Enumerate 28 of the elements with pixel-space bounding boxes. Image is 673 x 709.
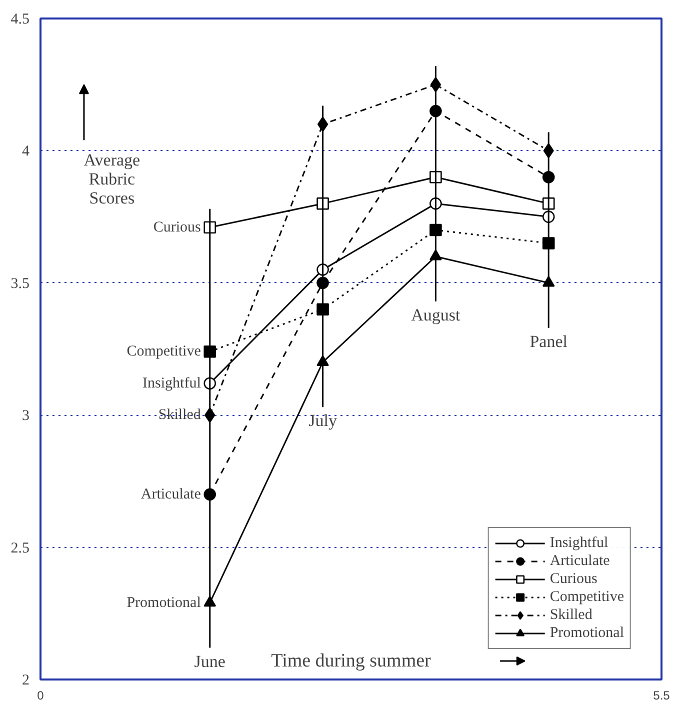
y-tick-label: 4: [22, 144, 30, 160]
x-tick-label: 5.5: [653, 688, 670, 702]
ref-line-label: June: [194, 652, 226, 671]
ref-line-label: Panel: [530, 332, 568, 351]
text: Articulate: [140, 486, 201, 502]
point: [316, 303, 329, 316]
point: [204, 345, 216, 358]
y-tick-label: 2: [22, 672, 30, 688]
text: Skilled: [158, 407, 201, 424]
x-tick-label: 0: [37, 688, 44, 702]
text: Competitive: [126, 344, 201, 360]
legend-label: Insightful: [550, 534, 608, 552]
legend-label: Competitive: [550, 588, 624, 606]
x-axis-title: Time during summer: [271, 650, 432, 672]
y-tick-label: 3.5: [10, 276, 30, 292]
y-tick-label: 3: [22, 408, 30, 424]
legend-label: Skilled: [550, 606, 592, 624]
legend-label: Promotional: [550, 624, 624, 642]
y-tick-label: 2.5: [10, 540, 30, 556]
text: Promotional: [126, 594, 201, 611]
y-axis-title: Average Rubric Scores: [84, 150, 140, 208]
text: Curious: [153, 219, 201, 236]
text: Insightful: [142, 375, 201, 392]
y-tick-label: 4.5: [10, 12, 30, 28]
legend-label: Curious: [550, 570, 598, 588]
legend-label: Articulate: [550, 552, 610, 570]
ref-line-label: July: [308, 411, 338, 430]
ref-line-label: August: [411, 305, 461, 324]
